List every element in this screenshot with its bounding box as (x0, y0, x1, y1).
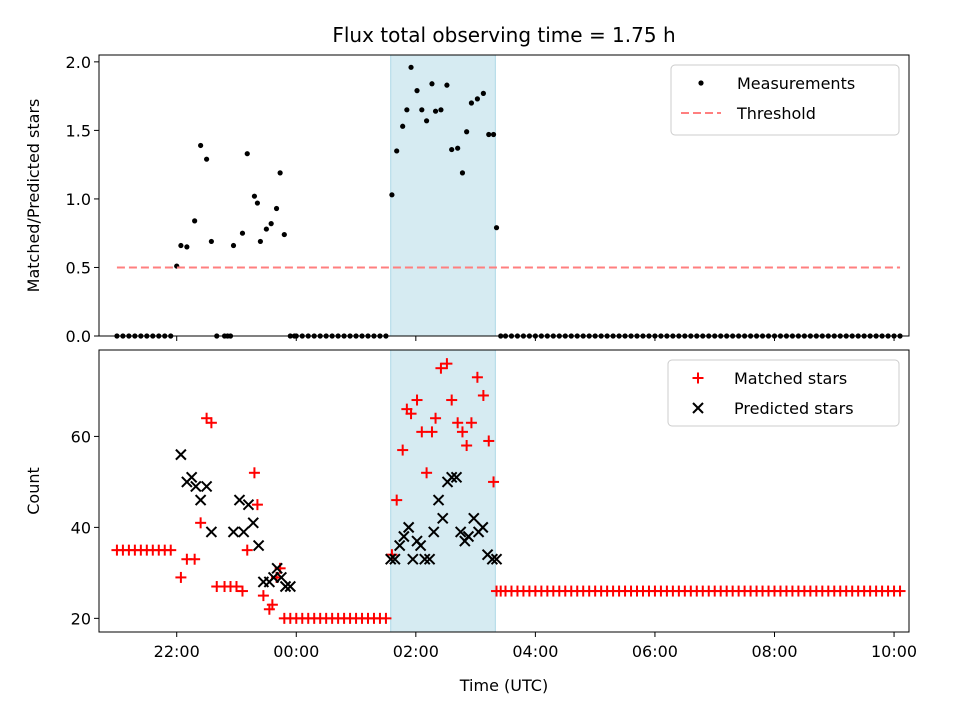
measurement-point (184, 244, 189, 249)
measurement-point (245, 151, 250, 156)
measurement-point (209, 239, 214, 244)
legend-label: Measurements (737, 74, 855, 93)
observing-span (391, 55, 496, 336)
measurement-point (429, 81, 434, 86)
measurement-point (231, 243, 236, 248)
measurement-point (258, 239, 263, 244)
observing-span (391, 350, 496, 632)
measurement-point (394, 148, 399, 153)
y-tick-label: 0.5 (66, 258, 91, 277)
measurement-point (400, 124, 405, 129)
x-tick-label: 02:00 (393, 642, 439, 661)
measurement-point (438, 107, 443, 112)
measurement-point (491, 132, 496, 137)
measurement-point (460, 170, 465, 175)
measurement-point (282, 232, 287, 237)
chart-title: Flux total observing time = 1.75 h (332, 23, 675, 47)
measurement-point (240, 231, 245, 236)
measurement-point (449, 147, 454, 152)
legend-label: Predicted stars (734, 399, 854, 418)
measurement-point (469, 100, 474, 105)
y-axis-label: Count (24, 467, 43, 515)
measurement-point (486, 132, 491, 137)
measurement-point (494, 225, 499, 230)
measurement-point (269, 221, 274, 226)
measurement-point (389, 192, 394, 197)
measurement-point (252, 194, 257, 199)
legend: Matched stars Predicted stars (668, 360, 899, 426)
measurement-point (204, 157, 209, 162)
measurement-point (408, 65, 413, 70)
measurement-point (424, 118, 429, 123)
measurement-point (475, 96, 480, 101)
x-tick-label: 04:00 (512, 642, 558, 661)
measurement-point (264, 226, 269, 231)
y-tick-label: 0.0 (66, 327, 91, 346)
x-tick-label: 10:00 (871, 642, 917, 661)
measurement-point (433, 109, 438, 114)
legend-label: Matched stars (734, 369, 847, 388)
legend-label: Threshold (736, 104, 816, 123)
legend-marker (698, 80, 703, 85)
y-tick-label: 20 (71, 609, 91, 628)
y-axis-label: Matched/Predicted stars (24, 99, 43, 293)
measurement-point (419, 107, 424, 112)
x-tick-label: 00:00 (273, 642, 319, 661)
measurement-point (192, 218, 197, 223)
x-tick-label: 08:00 (751, 642, 797, 661)
y-tick-label: 60 (71, 427, 91, 446)
measurement-point (444, 83, 449, 88)
measurement-point (274, 206, 279, 211)
measurement-point (178, 243, 183, 248)
x-tick-label: 06:00 (632, 642, 678, 661)
y-tick-label: 1.0 (66, 190, 91, 209)
measurement-point (414, 88, 419, 93)
measurement-point (278, 170, 283, 175)
measurement-point (481, 91, 486, 96)
measurement-point (255, 200, 260, 205)
y-tick-label: 1.5 (66, 121, 91, 140)
measurement-point (464, 129, 469, 134)
measurement-point (404, 107, 409, 112)
legend: Measurements Threshold (671, 65, 899, 135)
measurement-point (198, 143, 203, 148)
y-tick-label: 2.0 (66, 53, 91, 72)
x-axis-label: Time (UTC) (459, 676, 548, 695)
y-tick-label: 40 (71, 518, 91, 537)
measurement-point (455, 146, 460, 151)
x-tick-label: 22:00 (154, 642, 200, 661)
